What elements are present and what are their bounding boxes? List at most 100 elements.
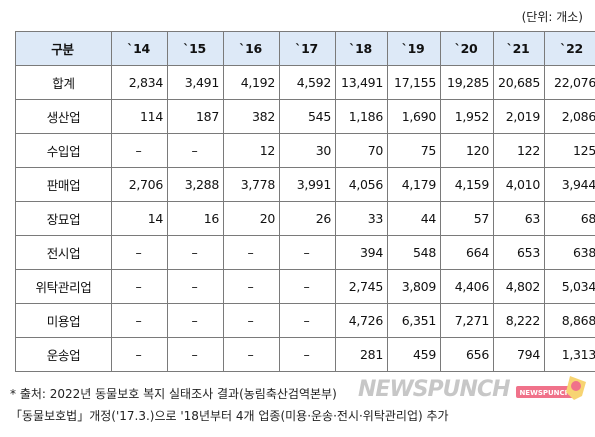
row-label: 운송업 [15,337,112,372]
table-cell: 3,491 [167,65,224,100]
table-cell: 548 [387,235,441,270]
table-cell: 545 [279,99,336,134]
table-cell: 68 [544,201,595,236]
table-cell: 120 [440,133,494,168]
table-cell: 22,076 [544,65,595,100]
table-cell: 4,592 [279,65,336,100]
table-cell: – [167,337,224,372]
table-cell: – [223,303,280,338]
table-cell: 664 [440,235,494,270]
table-cell: – [167,269,224,304]
table-cell: 122 [493,133,545,168]
row-label: 위탁관리업 [15,269,112,304]
table-cell: 19,285 [440,65,494,100]
table-cell: 2,745 [335,269,388,304]
table-row: 판매업 2,706 3,288 3,778 3,991 4,056 4,179 4,159 4,… [15,167,595,202]
table-cell: 3,991 [279,167,336,202]
table-cell: – [279,303,336,338]
statistics-table: 구분 `14 `15 `16 `17 `18 `19 `20 `21 `22 합계 2,834 3,4… [15,31,595,372]
table-cell: 125 [544,133,595,168]
table-cell: 16 [167,201,224,236]
table-cell: 70 [335,133,388,168]
table-cell: – [167,235,224,270]
header-year: `20 [440,31,494,66]
table-cell: – [279,235,336,270]
table-body: 합계 2,834 3,491 4,192 4,592 13,491 17,155 19,285… [15,65,595,372]
table-cell: – [223,337,280,372]
table-cell: 1,690 [387,99,441,134]
header-year: `14 [111,31,168,66]
table-cell: 26 [279,201,336,236]
table-cell: 7,271 [440,303,494,338]
table-cell: 6,351 [387,303,441,338]
row-label: 합계 [15,65,112,100]
table-cell: – [167,133,224,168]
table-cell: 1,186 [335,99,388,134]
table-cell: – [279,337,336,372]
table-cell: 8,868 [544,303,595,338]
header-year: `19 [387,31,441,66]
table-row: 위탁관리업 – – – –2,745 3,809 4,406 4,802 5,034 [15,269,595,304]
table-row: 생산업 114 187 382 545 1,186 1,690 1,952 2,019 2,086 [15,99,595,134]
header-year: `17 [279,31,336,66]
table-cell: 114 [111,99,168,134]
table-cell: 1,952 [440,99,494,134]
table-cell: 2,834 [111,65,168,100]
table-cell: 281 [335,337,388,372]
table-cell: 653 [493,235,545,270]
header-year: `21 [493,31,545,66]
table-cell: 394 [335,235,388,270]
table-cell: 44 [387,201,441,236]
row-label: 미용업 [15,303,112,338]
header-year: `16 [223,31,280,66]
table-cell: 4,726 [335,303,388,338]
table-cell: 13,491 [335,65,388,100]
table-cell: 4,056 [335,167,388,202]
table-cell: 20 [223,201,280,236]
table-cell: – [223,235,280,270]
table-cell: 2,706 [111,167,168,202]
table-cell: 33 [335,201,388,236]
table-row: 운송업 – – – –281 459 656 794 1,313 [15,337,595,372]
table-header-row: 구분 `14 `15 `16 `17 `18 `19 `20 `21 `22 [15,31,595,66]
table-cell: 5,034 [544,269,595,304]
table-cell: 2,019 [493,99,545,134]
table-cell: 8,222 [493,303,545,338]
table-cell: 30 [279,133,336,168]
header-year: `22 [544,31,595,66]
table-cell: 187 [167,99,224,134]
table-cell: – [167,303,224,338]
unit-label: (단위: 개소) [521,10,583,24]
table-cell: 3,944 [544,167,595,202]
table-cell: 1,313 [544,337,595,372]
table-cell: 4,179 [387,167,441,202]
table-cell: 14 [111,201,168,236]
table-cell: – [279,269,336,304]
table-cell: 382 [223,99,280,134]
table-cell: 794 [493,337,545,372]
table-cell: 656 [440,337,494,372]
table-cell: – [223,269,280,304]
table-cell: 459 [387,337,441,372]
table-cell: – [111,337,168,372]
table-cell: 3,778 [223,167,280,202]
source-note: * 출처: 2022년 동물보호 복지 실태조사 결과(농림축산검역본부) [10,387,337,401]
table-cell: 4,159 [440,167,494,202]
table-cell: 4,010 [493,167,545,202]
row-label: 판매업 [15,167,112,202]
table-row: 미용업 – – – –4,726 6,351 7,271 8,222 8,868 [15,303,595,338]
table-cell: 4,802 [493,269,545,304]
table-cell: 12 [223,133,280,168]
row-label: 생산업 [15,99,112,134]
table-cell: 17,155 [387,65,441,100]
header-year: `18 [335,31,388,66]
table-cell: 57 [440,201,494,236]
table-cell: 3,288 [167,167,224,202]
table-cell: 75 [387,133,441,168]
table-cell: 20,685 [493,65,545,100]
table-row: 수입업 – –12 30 70 75 120 122 125 [15,133,595,168]
row-label: 전시업 [15,235,112,270]
table-cell: 4,406 [440,269,494,304]
table-cell: 638 [544,235,595,270]
header-category: 구분 [15,31,112,66]
